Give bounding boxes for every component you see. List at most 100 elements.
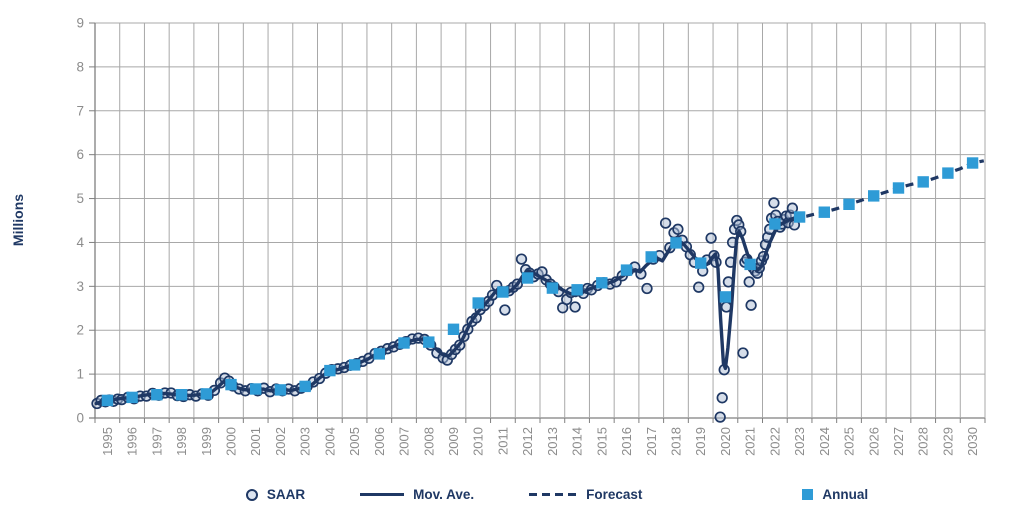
- saar-point: [499, 304, 511, 316]
- annual-point: [843, 198, 855, 210]
- x-tick-label: 2002: [273, 427, 288, 456]
- x-tick-label: 2022: [767, 427, 782, 456]
- y-tick-label: 9: [76, 16, 84, 31]
- saar-point: [714, 411, 726, 423]
- annual-point: [793, 211, 806, 223]
- annual-point: [695, 257, 707, 269]
- x-tick-label: 2018: [668, 427, 683, 456]
- x-tick-label: 2023: [792, 427, 807, 456]
- annual-point: [645, 251, 657, 263]
- annual-point: [769, 218, 781, 230]
- mov-ave-marker-icon: [360, 492, 405, 497]
- saar-point: [786, 202, 799, 214]
- saar-marker-icon: [245, 488, 258, 501]
- x-tick-label: 2007: [397, 427, 412, 456]
- x-tick-label: 2010: [471, 427, 486, 456]
- x-tick-label: 2011: [495, 427, 510, 455]
- legend-label-annual: Annual: [822, 487, 869, 502]
- x-tick-label: 1999: [199, 427, 214, 456]
- saar-point: [768, 197, 780, 209]
- x-tick-label: 2021: [743, 427, 758, 456]
- x-tick-label: 2027: [891, 427, 906, 456]
- legend-label-mov-ave: Mov. Ave.: [413, 487, 475, 502]
- annual-point: [719, 291, 732, 303]
- x-tick-label: 2012: [520, 427, 535, 456]
- annual-point: [175, 389, 188, 401]
- x-tick-label: 1998: [174, 427, 189, 456]
- annual-point: [942, 167, 954, 179]
- legend-item-annual: Annual: [802, 487, 868, 502]
- saar-point: [737, 347, 749, 359]
- annual-point: [324, 364, 336, 377]
- annual-point: [398, 337, 410, 349]
- annual-point: [373, 348, 385, 360]
- annual-point: [151, 389, 163, 401]
- y-tick-label: 5: [76, 191, 84, 206]
- x-tick-label: 2024: [817, 427, 832, 456]
- y-axis-title: Millions: [10, 193, 26, 247]
- annual-point: [126, 391, 138, 404]
- annual-marker-icon: [802, 489, 814, 500]
- x-tick-label: 2030: [965, 427, 980, 456]
- y-tick-label: 1: [76, 367, 84, 382]
- saar-point: [641, 282, 653, 295]
- annual-point: [472, 297, 484, 309]
- annual-point: [917, 176, 929, 188]
- x-tick-label: 1995: [100, 427, 115, 456]
- annual-point: [571, 284, 583, 296]
- x-tick-label: 2016: [619, 427, 634, 456]
- annual-point: [966, 157, 979, 169]
- annual-point: [348, 359, 361, 371]
- x-tick-label: 2015: [594, 427, 609, 456]
- saar-point: [569, 301, 581, 313]
- y-tick-label: 2: [76, 323, 84, 338]
- y-tick-label: 0: [76, 411, 84, 426]
- legend: SAAR Mov. Ave. Forecast Annual: [0, 487, 1024, 502]
- saar-point: [672, 223, 684, 235]
- x-tick-label: 2005: [347, 427, 362, 456]
- annual-point: [546, 282, 559, 294]
- annual-point: [423, 336, 435, 348]
- annual-point: [299, 380, 311, 393]
- x-tick-label: 2009: [446, 427, 461, 456]
- x-tick-label: 2014: [570, 427, 585, 456]
- x-tick-label: 2029: [940, 427, 955, 456]
- x-tick-label: 2006: [372, 427, 387, 456]
- saar-point: [745, 299, 757, 311]
- annual-point: [596, 277, 608, 289]
- x-tick-label: 2020: [718, 427, 733, 456]
- annual-point: [818, 206, 830, 218]
- x-tick-label: 2003: [298, 427, 313, 456]
- y-tick-label: 3: [76, 279, 84, 294]
- annual-point: [521, 272, 534, 284]
- annual-point: [200, 388, 212, 400]
- annual-point: [620, 264, 633, 276]
- x-tick-label: 2025: [842, 427, 857, 456]
- forecast-marker-icon: [529, 492, 578, 497]
- saar-point: [659, 217, 672, 229]
- legend-label-forecast: Forecast: [586, 487, 643, 502]
- annual-point: [274, 384, 287, 396]
- legend-item-mov-ave: Mov. Ave.: [360, 487, 474, 502]
- x-tick-label: 1996: [125, 427, 140, 456]
- x-tick-label: 2028: [916, 427, 931, 456]
- legend-item-forecast: Forecast: [529, 487, 642, 502]
- annual-point: [250, 383, 262, 395]
- annual-point: [225, 378, 237, 391]
- saar-point: [515, 253, 528, 265]
- y-tick-label: 6: [76, 147, 84, 162]
- x-tick-label: 2013: [545, 427, 560, 456]
- saar-point: [743, 276, 755, 288]
- x-tick-label: 2004: [322, 427, 337, 456]
- annual-point: [101, 394, 114, 407]
- annual-point: [744, 258, 756, 271]
- x-tick-label: 2019: [693, 427, 708, 456]
- saar-point: [716, 392, 728, 404]
- x-tick-label: 2000: [223, 427, 238, 456]
- annual-point: [670, 237, 682, 249]
- legend-label-saar: SAAR: [266, 487, 306, 502]
- annual-point: [868, 190, 880, 202]
- saar-point: [693, 281, 705, 293]
